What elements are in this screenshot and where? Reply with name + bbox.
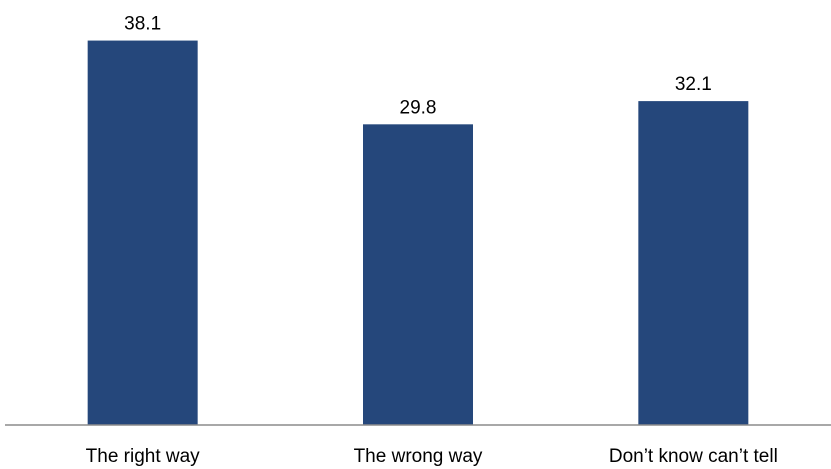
bar-1 <box>87 40 198 426</box>
category-label-1: The right way <box>86 446 201 467</box>
category-label-3: Don’t know can’t tell <box>609 446 778 467</box>
category-labels-group: The right way The wrong way Don’t know can… <box>86 446 778 467</box>
value-label-1: 38.1 <box>124 14 161 35</box>
bars-group <box>87 40 749 426</box>
category-label-2: The wrong way <box>354 446 483 467</box>
value-label-3: 32.1 <box>675 74 712 95</box>
bar-3 <box>638 101 749 426</box>
bar-2 <box>363 124 473 426</box>
value-labels-group: 38.1 29.8 32.1 <box>124 14 712 119</box>
value-label-2: 29.8 <box>400 97 437 118</box>
